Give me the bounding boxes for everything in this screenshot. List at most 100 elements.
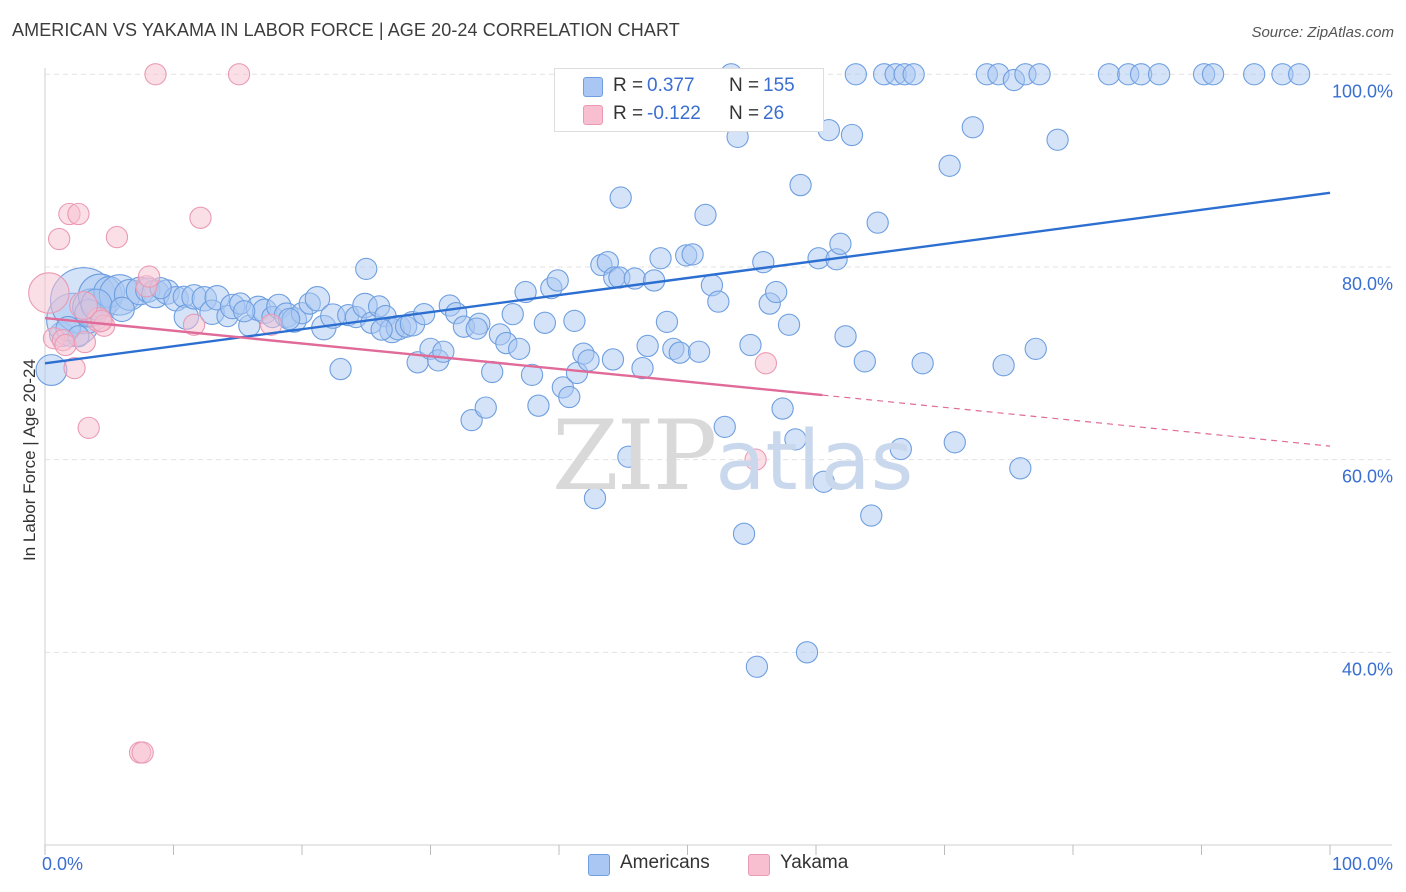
r-label: R = (613, 103, 644, 124)
americans-point (304, 285, 331, 312)
watermark-zip: ZIP (552, 400, 717, 512)
americans-trend-line (44, 191, 1331, 365)
americans-point (889, 437, 912, 461)
legend-swatch-yakama (748, 854, 770, 876)
americans-point (687, 340, 711, 363)
americans-point (795, 641, 819, 664)
americans-point (1097, 63, 1121, 86)
yakama-point (69, 291, 98, 320)
legend-swatch-yakama (583, 105, 603, 125)
americans-point (784, 428, 807, 451)
americans-point (563, 309, 586, 333)
legend-row-yakama: R = -0.122 N = 26 (555, 101, 823, 129)
americans-point (577, 349, 600, 372)
americans-point (109, 296, 135, 323)
yakama-point (47, 227, 71, 251)
yakama-point (105, 225, 129, 249)
americans-point (370, 318, 393, 341)
yakama-points (28, 63, 778, 764)
americans-point (707, 290, 730, 313)
legend-swatch-americans (588, 854, 610, 876)
zipatlas-watermark: ZIPatlas (552, 400, 913, 512)
americans-point (655, 310, 679, 334)
americans-point (233, 300, 256, 323)
r-label: R = (613, 75, 644, 96)
americans-point (631, 356, 654, 380)
americans-point (520, 363, 544, 387)
yakama-point (77, 416, 100, 439)
x-tick-label-min: 0.0% (42, 854, 83, 874)
americans-point (681, 243, 704, 266)
yakama-point (28, 272, 70, 314)
americans-point (508, 337, 531, 360)
americans-point (771, 397, 794, 420)
americans-point (938, 154, 961, 177)
americans-point (355, 257, 378, 281)
americans-point (992, 354, 1015, 377)
legend-swatch-americans (583, 77, 603, 97)
tick-labels: 40.0% 60.0% 80.0% 100.0% 0.0% 100.0% (42, 81, 1393, 874)
yakama-point (754, 352, 778, 375)
y-tick-label: 60.0% (1342, 467, 1393, 487)
y-tick-label: 80.0% (1342, 274, 1393, 294)
americans-point (1243, 63, 1266, 86)
americans-point (460, 408, 483, 432)
y-axis-label: In Labor Force | Age 20-24 (20, 359, 39, 561)
americans-point (739, 333, 762, 357)
americans-point (609, 186, 632, 209)
americans-point (1046, 128, 1069, 151)
americans-point (35, 354, 68, 386)
americans-point (527, 394, 550, 417)
americans-point (481, 360, 504, 384)
yakama-point (67, 202, 90, 226)
yakama-point (137, 265, 161, 288)
americans-point (911, 352, 934, 375)
americans-point (713, 415, 736, 439)
yakama-point (54, 333, 77, 357)
watermark-atlas: atlas (715, 414, 914, 509)
yakama-point (189, 206, 212, 229)
yakama-point (744, 448, 767, 471)
americans-point (745, 655, 769, 678)
n-label: N = (729, 103, 760, 124)
americans-point (853, 350, 876, 373)
legend-row-americans: R = 0.377 N = 155 (555, 73, 823, 101)
correlation-legend: R = 0.377 N = 155 R = -0.122 N = 26 (554, 68, 824, 132)
americans-point (765, 280, 788, 304)
americans-point (636, 334, 659, 358)
americans-point (844, 63, 867, 86)
source-label: Source: ZipAtlas.com (1251, 24, 1394, 41)
yakama-point (227, 63, 251, 86)
americans-point (601, 348, 625, 371)
gridlines (45, 73, 1392, 653)
americans-point (961, 116, 984, 139)
americans-point (1024, 337, 1047, 360)
yakama-point (90, 309, 113, 333)
yakama-point (144, 63, 167, 86)
americans-point (546, 269, 569, 292)
americans-point (501, 303, 524, 326)
americans-point (649, 247, 672, 270)
r-value: -0.122 (647, 103, 701, 124)
americans-point (829, 232, 852, 255)
americans-point (812, 470, 835, 493)
americans-point (474, 396, 497, 419)
americans-point (1028, 63, 1051, 86)
r-value: 0.377 (647, 75, 695, 96)
americans-point (329, 357, 352, 381)
americans-point (777, 313, 801, 336)
yakama-point (63, 356, 86, 380)
yakama-point (73, 330, 96, 354)
yakama-point (260, 313, 283, 336)
x-tick-label-max: 100.0% (1332, 854, 1393, 874)
americans-point (902, 63, 925, 86)
americans-point (1201, 63, 1225, 86)
trend-lines (44, 191, 1331, 447)
chart-title: AMERICAN VS YAKAMA IN LABOR FORCE | AGE … (12, 20, 680, 40)
americans-point (465, 317, 488, 340)
americans-points (35, 63, 1311, 678)
legend-label-yakama: Yakama (780, 852, 849, 873)
americans-point (1009, 457, 1032, 480)
americans-point (617, 445, 640, 468)
